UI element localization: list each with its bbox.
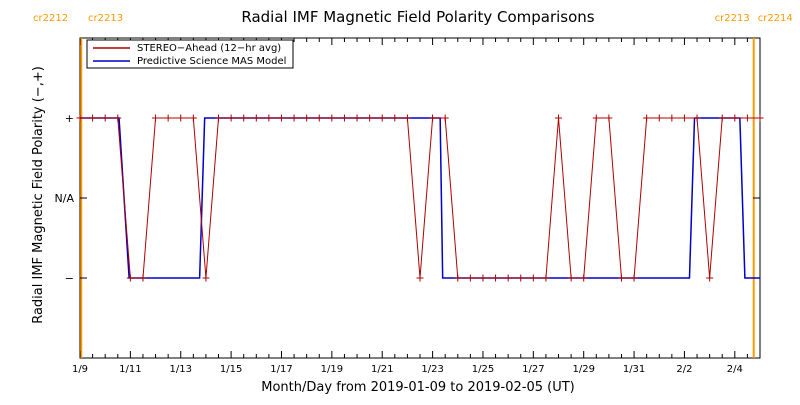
data-point-stereo [252, 114, 260, 122]
data-point-stereo [202, 274, 210, 282]
x-tick-label: 1/17 [270, 364, 292, 375]
y-tick-label: + [65, 112, 74, 125]
x-axis-label: Month/Day from 2019-01-09 to 2019-02-05 … [261, 380, 574, 395]
data-point-stereo [680, 114, 688, 122]
data-point-stereo [340, 114, 348, 122]
data-point-stereo [215, 114, 223, 122]
data-point-stereo [731, 114, 739, 122]
data-point-stereo [693, 114, 701, 122]
data-point-stereo [617, 274, 625, 282]
x-tick-label: 2/4 [727, 364, 743, 375]
data-point-stereo [517, 274, 525, 282]
data-point-stereo [655, 114, 663, 122]
data-point-stereo [479, 274, 487, 282]
carrington-label-after: cr2214 [758, 13, 793, 24]
x-tick-label: 2/2 [676, 364, 692, 375]
data-point-stereo [542, 274, 550, 282]
data-point-stereo [303, 114, 311, 122]
carrington-label-before: cr2213 [715, 13, 750, 24]
carrington-label-before: cr2212 [33, 13, 68, 24]
data-point-stereo [441, 114, 449, 122]
data-point-stereo [353, 114, 361, 122]
data-point-stereo [378, 114, 386, 122]
data-point-stereo [668, 114, 676, 122]
data-point-stereo [416, 274, 424, 282]
data-point-stereo [529, 274, 537, 282]
data-point-stereo [391, 114, 399, 122]
plot-frame [79, 37, 761, 359]
data-point-stereo [492, 274, 500, 282]
data-point-stereo [189, 114, 197, 122]
data-point-stereo [567, 274, 575, 282]
y-tick-label: − [65, 272, 74, 285]
chart-title: Radial IMF Magnetic Field Polarity Compa… [241, 8, 594, 26]
data-point-stereo [706, 274, 714, 282]
carrington-label-after: cr2213 [88, 13, 123, 24]
data-point-stereo [504, 274, 512, 282]
series-lines [76, 114, 764, 282]
x-tick-label: 1/19 [321, 364, 343, 375]
data-point-stereo [555, 114, 563, 122]
y-axis-label: Radial IMF Magnetic Field Polarity (−,+) [31, 66, 46, 324]
axis-ticks: 1/9 1/11 1/13 1/15 1/17 1/19 1/21 1/23 1/25 1/27 1… [55, 38, 761, 375]
data-point-stereo [429, 114, 437, 122]
data-point-stereo [265, 114, 273, 122]
data-point-stereo [227, 114, 235, 122]
data-point-stereo [76, 114, 84, 122]
data-point-stereo [240, 114, 248, 122]
data-point-stereo [466, 274, 474, 282]
data-point-stereo [756, 114, 764, 122]
data-point-stereo [177, 114, 185, 122]
x-tick-label: 1/9 [72, 364, 88, 375]
y-tick-label: N/A [55, 192, 75, 205]
data-point-stereo [126, 274, 134, 282]
x-tick-label: 1/11 [119, 364, 141, 375]
data-point-stereo [315, 114, 323, 122]
data-point-stereo [454, 274, 462, 282]
x-tick-label: 1/23 [421, 364, 443, 375]
data-point-stereo [139, 274, 147, 282]
data-point-stereo [592, 114, 600, 122]
x-tick-label: 1/21 [371, 364, 393, 375]
legend-label-stereo: STEREO−Ahead (12−hr avg) [137, 43, 281, 54]
x-tick-label: 1/13 [170, 364, 192, 375]
data-point-stereo [89, 114, 97, 122]
data-point-stereo [164, 114, 172, 122]
data-point-stereo [718, 114, 726, 122]
data-point-stereo [580, 274, 588, 282]
x-tick-label: 1/25 [472, 364, 494, 375]
data-point-stereo [152, 114, 160, 122]
x-tick-label: 1/31 [623, 364, 645, 375]
x-tick-label: 1/27 [522, 364, 544, 375]
data-point-stereo [605, 114, 613, 122]
series-line-mas-model [80, 117, 760, 279]
data-point-stereo [743, 114, 751, 122]
data-point-stereo [328, 114, 336, 122]
data-point-stereo [630, 274, 638, 282]
data-point-stereo [643, 114, 651, 122]
legend: STEREO−Ahead (12−hr avg) Predictive Scie… [86, 39, 294, 69]
data-point-stereo [290, 114, 298, 122]
data-point-stereo [114, 114, 122, 122]
data-point-stereo [277, 114, 285, 122]
x-tick-label: 1/29 [572, 364, 594, 375]
legend-box [86, 39, 294, 69]
series-line-stereo-ahead [80, 117, 760, 279]
data-point-stereo [101, 114, 109, 122]
legend-label-mas: Predictive Science MAS Model [137, 56, 286, 67]
x-tick-label: 1/15 [220, 364, 242, 375]
data-point-stereo [366, 114, 374, 122]
data-point-stereo [403, 114, 411, 122]
